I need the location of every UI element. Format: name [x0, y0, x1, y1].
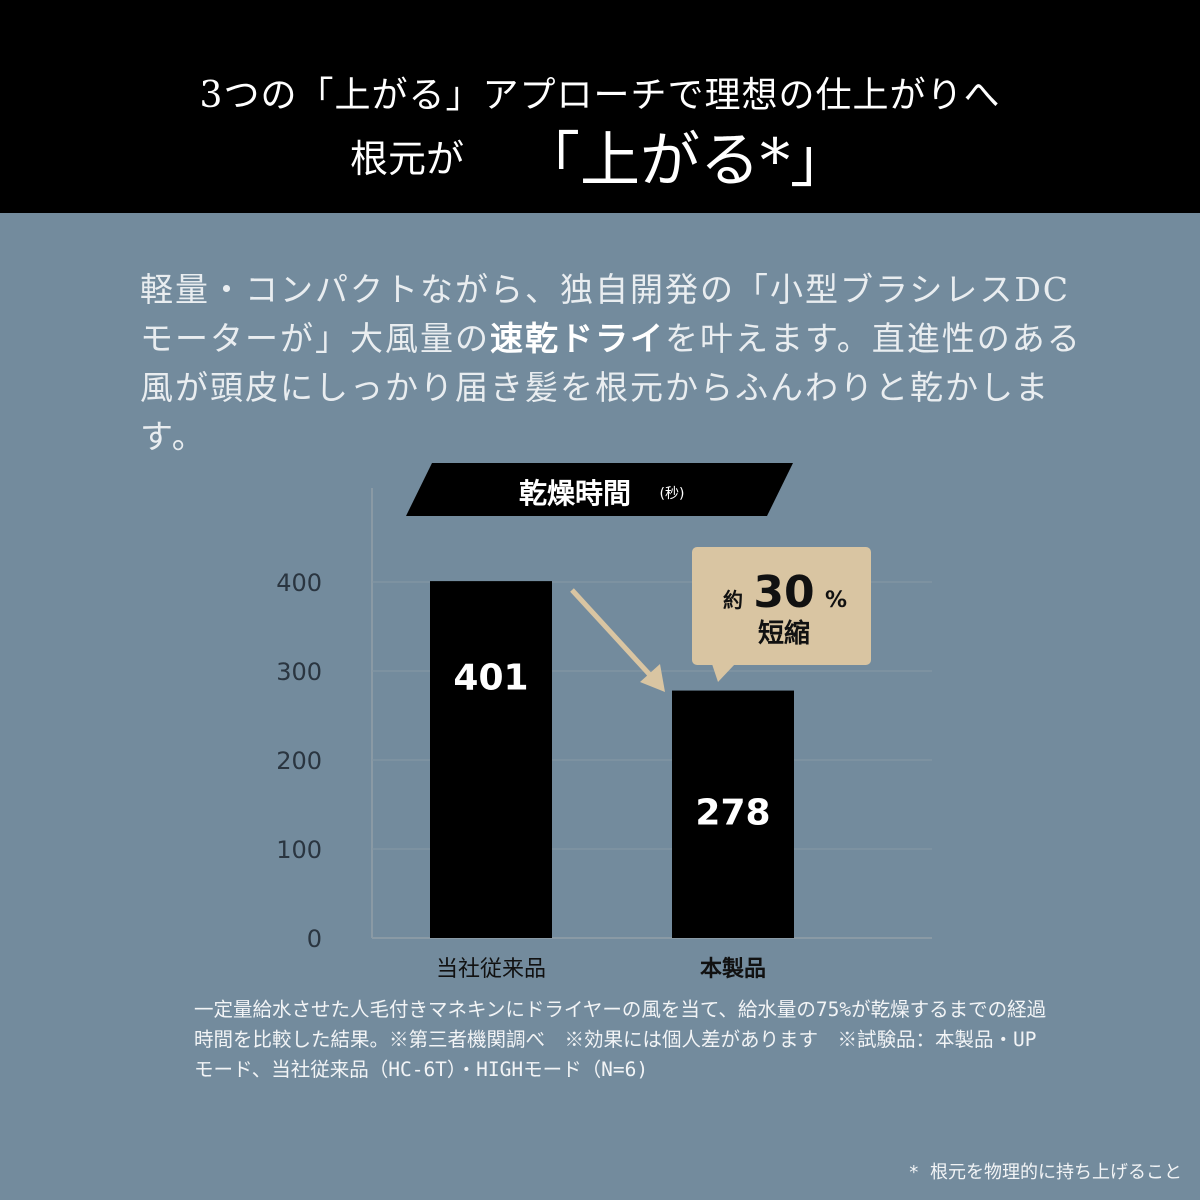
test-notes: 一定量給水させた人毛付きマネキンにドライヤーの風を当て、給水量の75%が乾燥する… [194, 998, 1047, 1081]
y-tick-label: 100 [276, 836, 322, 864]
header-subtitle-main: 「上がる*」 [520, 126, 850, 196]
arrow-line [570, 588, 652, 677]
arrow-head [640, 664, 665, 692]
chart-title: 乾燥時間 [519, 477, 631, 510]
callout-prefix: 約 [723, 588, 743, 612]
y-tick-label: 400 [276, 569, 322, 597]
data-label: 278 [695, 792, 770, 833]
header-title: 3つの「上がる」アプローチで理想の仕上がりへ [199, 75, 1001, 116]
description: 軽量・コンパクトながら、独自開発の「小型ブラシレスDCモーターが」大風量の速乾ド… [140, 265, 1100, 461]
callout-box [692, 547, 871, 665]
bar [430, 581, 552, 938]
x-category-label: 本製品 [700, 956, 766, 982]
footnote: * 根元を物理的に持ち上げること [908, 1162, 1182, 1183]
header-banner: 3つの「上がる」アプローチで理想の仕上がりへ 根元が 「上がる*」 [0, 0, 1200, 213]
data-label: 401 [453, 658, 528, 699]
callout-tail [712, 664, 735, 682]
y-tick-label: 0 [307, 925, 322, 953]
description-text: 軽量・コンパクトながら、独自開発の「小型ブラシレスDCモーターが」大風量の [140, 270, 1071, 358]
callout-unit: % [825, 588, 847, 613]
y-tick-label: 300 [276, 658, 322, 686]
description-highlight: 速乾ドライ [490, 319, 665, 358]
y-tick-label: 200 [276, 747, 322, 775]
bar [672, 690, 794, 938]
chart-title-banner [406, 463, 793, 516]
chart-title-unit: (秒) [660, 486, 685, 502]
x-category-label: 当社従来品 [436, 957, 546, 982]
description-text-2: を叶えます。直進性のある風が頭皮にしっかり届き髪を根元からふんわりと乾かします。 [140, 319, 1082, 456]
callout-text: 短縮 [758, 618, 810, 649]
header-subtitle-prefix: 根元が [350, 137, 465, 181]
callout-value: 30 [753, 567, 814, 618]
